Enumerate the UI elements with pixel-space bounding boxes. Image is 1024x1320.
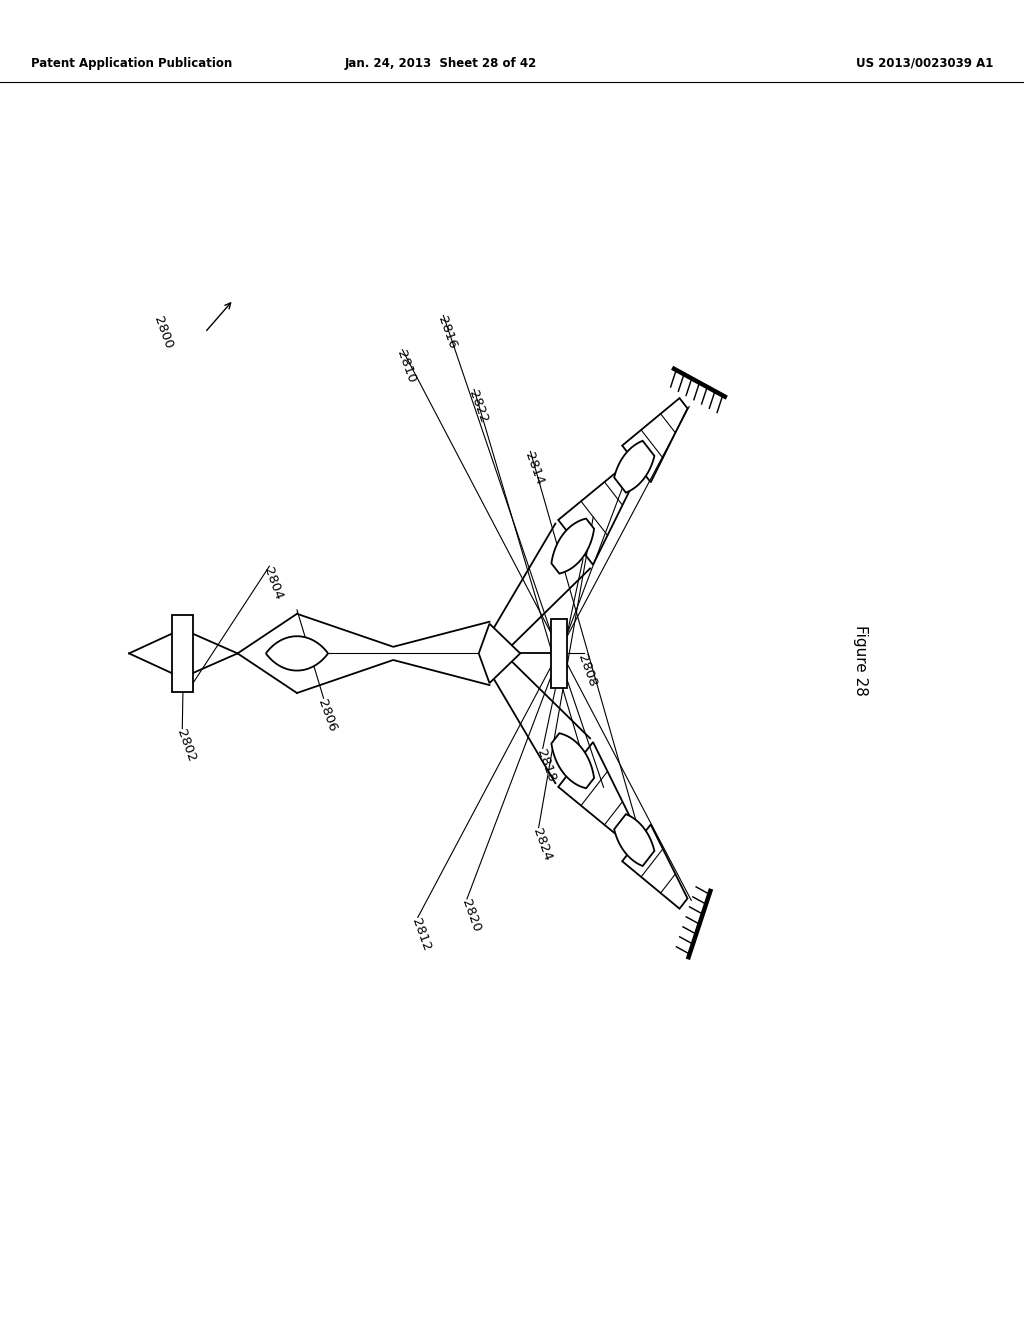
Text: Patent Application Publication: Patent Application Publication [31, 57, 232, 70]
Text: 2816: 2816 [435, 314, 459, 351]
Polygon shape [558, 742, 637, 843]
Polygon shape [266, 636, 328, 671]
Polygon shape [478, 624, 520, 684]
Text: 2824: 2824 [530, 826, 554, 863]
Polygon shape [558, 463, 637, 565]
Text: 2810: 2810 [394, 348, 418, 385]
Text: 2808: 2808 [575, 652, 599, 689]
Text: 2802: 2802 [174, 727, 198, 764]
Text: 2804: 2804 [261, 565, 285, 602]
Text: US 2013/0023039 A1: US 2013/0023039 A1 [856, 57, 993, 70]
Polygon shape [614, 814, 654, 866]
Polygon shape [551, 519, 594, 574]
Text: 2818: 2818 [535, 747, 558, 784]
Text: 2822: 2822 [466, 388, 489, 425]
Text: 2814: 2814 [522, 450, 546, 487]
Bar [172, 615, 193, 692]
Polygon shape [623, 399, 687, 482]
Polygon shape [551, 733, 594, 788]
Text: Figure 28: Figure 28 [853, 624, 867, 696]
Text: 2800: 2800 [152, 314, 175, 351]
Text: Jan. 24, 2013  Sheet 28 of 42: Jan. 24, 2013 Sheet 28 of 42 [344, 57, 537, 70]
Text: 2812: 2812 [410, 916, 433, 953]
Bar [551, 619, 567, 688]
Text: 2820: 2820 [459, 898, 482, 935]
Text: 2806: 2806 [315, 697, 339, 734]
Polygon shape [614, 441, 654, 492]
Polygon shape [623, 825, 687, 908]
